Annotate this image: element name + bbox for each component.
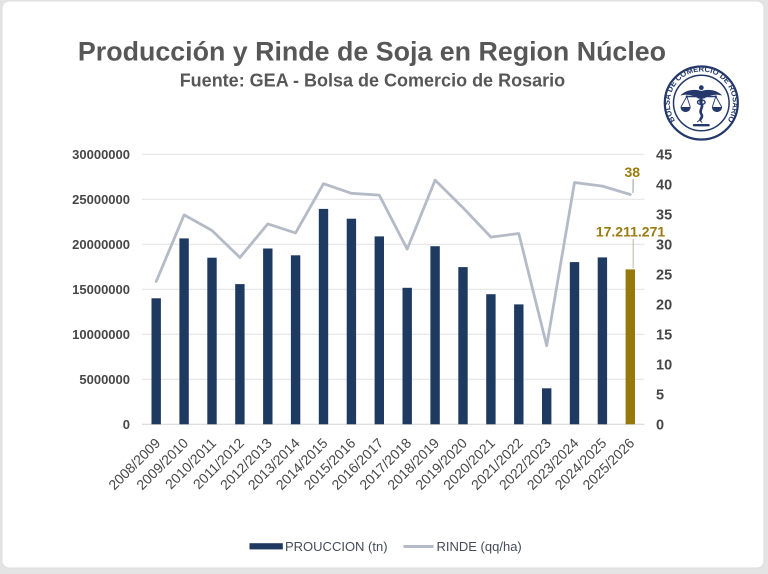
svg-text:35: 35 bbox=[656, 208, 672, 224]
svg-text:10000000: 10000000 bbox=[72, 327, 130, 342]
svg-text:5000000: 5000000 bbox=[79, 372, 130, 387]
svg-text:RINDE (qq/ha): RINDE (qq/ha) bbox=[437, 539, 522, 554]
svg-text:10: 10 bbox=[656, 358, 672, 374]
svg-text:30000000: 30000000 bbox=[72, 147, 130, 162]
svg-text:0: 0 bbox=[123, 417, 130, 432]
svg-text:0: 0 bbox=[656, 418, 664, 434]
svg-text:38: 38 bbox=[625, 164, 641, 180]
svg-text:5: 5 bbox=[656, 388, 664, 404]
svg-text:15000000: 15000000 bbox=[72, 282, 130, 297]
svg-text:20: 20 bbox=[656, 298, 672, 314]
svg-text:25: 25 bbox=[656, 268, 672, 284]
svg-text:25000000: 25000000 bbox=[72, 192, 130, 207]
svg-text:PROUCCION (tn): PROUCCION (tn) bbox=[285, 539, 388, 554]
svg-text:17.211.271: 17.211.271 bbox=[596, 224, 666, 240]
svg-text:Producción y Rinde de Soja en: Producción y Rinde de Soja en Region Núc… bbox=[78, 37, 666, 67]
svg-text:Fuente: GEA - Bolsa de Comerci: Fuente: GEA - Bolsa de Comercio de Rosar… bbox=[180, 71, 565, 91]
svg-text:30: 30 bbox=[656, 238, 672, 254]
svg-text:15: 15 bbox=[656, 328, 672, 344]
svg-text:40: 40 bbox=[656, 178, 672, 194]
svg-text:45: 45 bbox=[656, 148, 672, 164]
svg-text:20000000: 20000000 bbox=[72, 237, 130, 252]
